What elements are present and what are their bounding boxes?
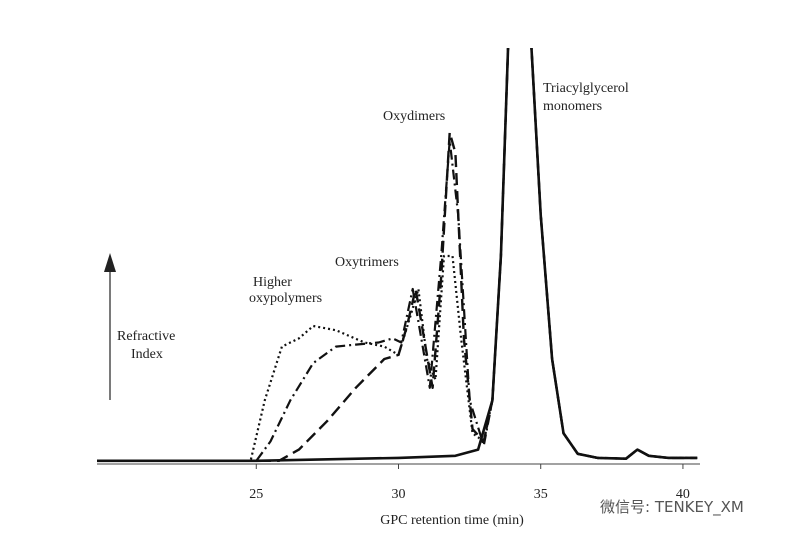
y-arrow-head bbox=[104, 253, 116, 272]
series-line bbox=[97, 48, 698, 462]
y-label: Index bbox=[131, 347, 163, 362]
annotation: monomers bbox=[543, 99, 602, 114]
annotation: Higher bbox=[253, 275, 292, 290]
x-label: GPC retention time (min) bbox=[380, 513, 524, 528]
annotation: oxypolymers bbox=[249, 291, 322, 306]
watermark: 微信号: TENKEY_XM bbox=[600, 498, 744, 517]
x-tick-label: 35 bbox=[534, 487, 548, 502]
x-tick-label: 25 bbox=[249, 487, 263, 502]
series-line bbox=[97, 48, 698, 463]
x-tick-label: 40 bbox=[676, 487, 690, 502]
x-tick-label: 30 bbox=[392, 487, 406, 502]
annotation: Oxytrimers bbox=[335, 255, 399, 270]
annotation: Oxydimers bbox=[383, 109, 445, 124]
annotation: Triacylglycerol bbox=[543, 81, 629, 96]
y-label: Refractive bbox=[117, 329, 175, 344]
series-line bbox=[97, 48, 698, 462]
series-line bbox=[97, 48, 698, 462]
